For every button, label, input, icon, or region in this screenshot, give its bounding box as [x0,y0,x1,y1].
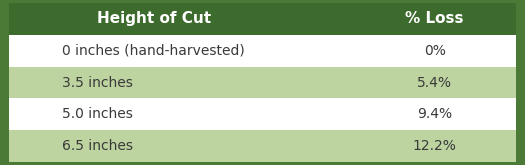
Text: % Loss: % Loss [405,11,464,26]
Text: 0%: 0% [424,44,446,58]
Text: 9.4%: 9.4% [417,107,452,121]
Bar [9,130,516,162]
Bar [9,67,516,98]
Text: 12.2%: 12.2% [413,139,457,153]
Text: Height of Cut: Height of Cut [97,11,211,26]
Text: 0 inches (hand-harvested): 0 inches (hand-harvested) [62,44,245,58]
Text: 5.4%: 5.4% [417,76,452,89]
Text: 6.5 inches: 6.5 inches [62,139,133,153]
Bar [9,98,516,130]
Text: 3.5 inches: 3.5 inches [62,76,133,89]
Text: 5.0 inches: 5.0 inches [62,107,133,121]
Bar [9,3,516,35]
Bar [9,35,516,67]
